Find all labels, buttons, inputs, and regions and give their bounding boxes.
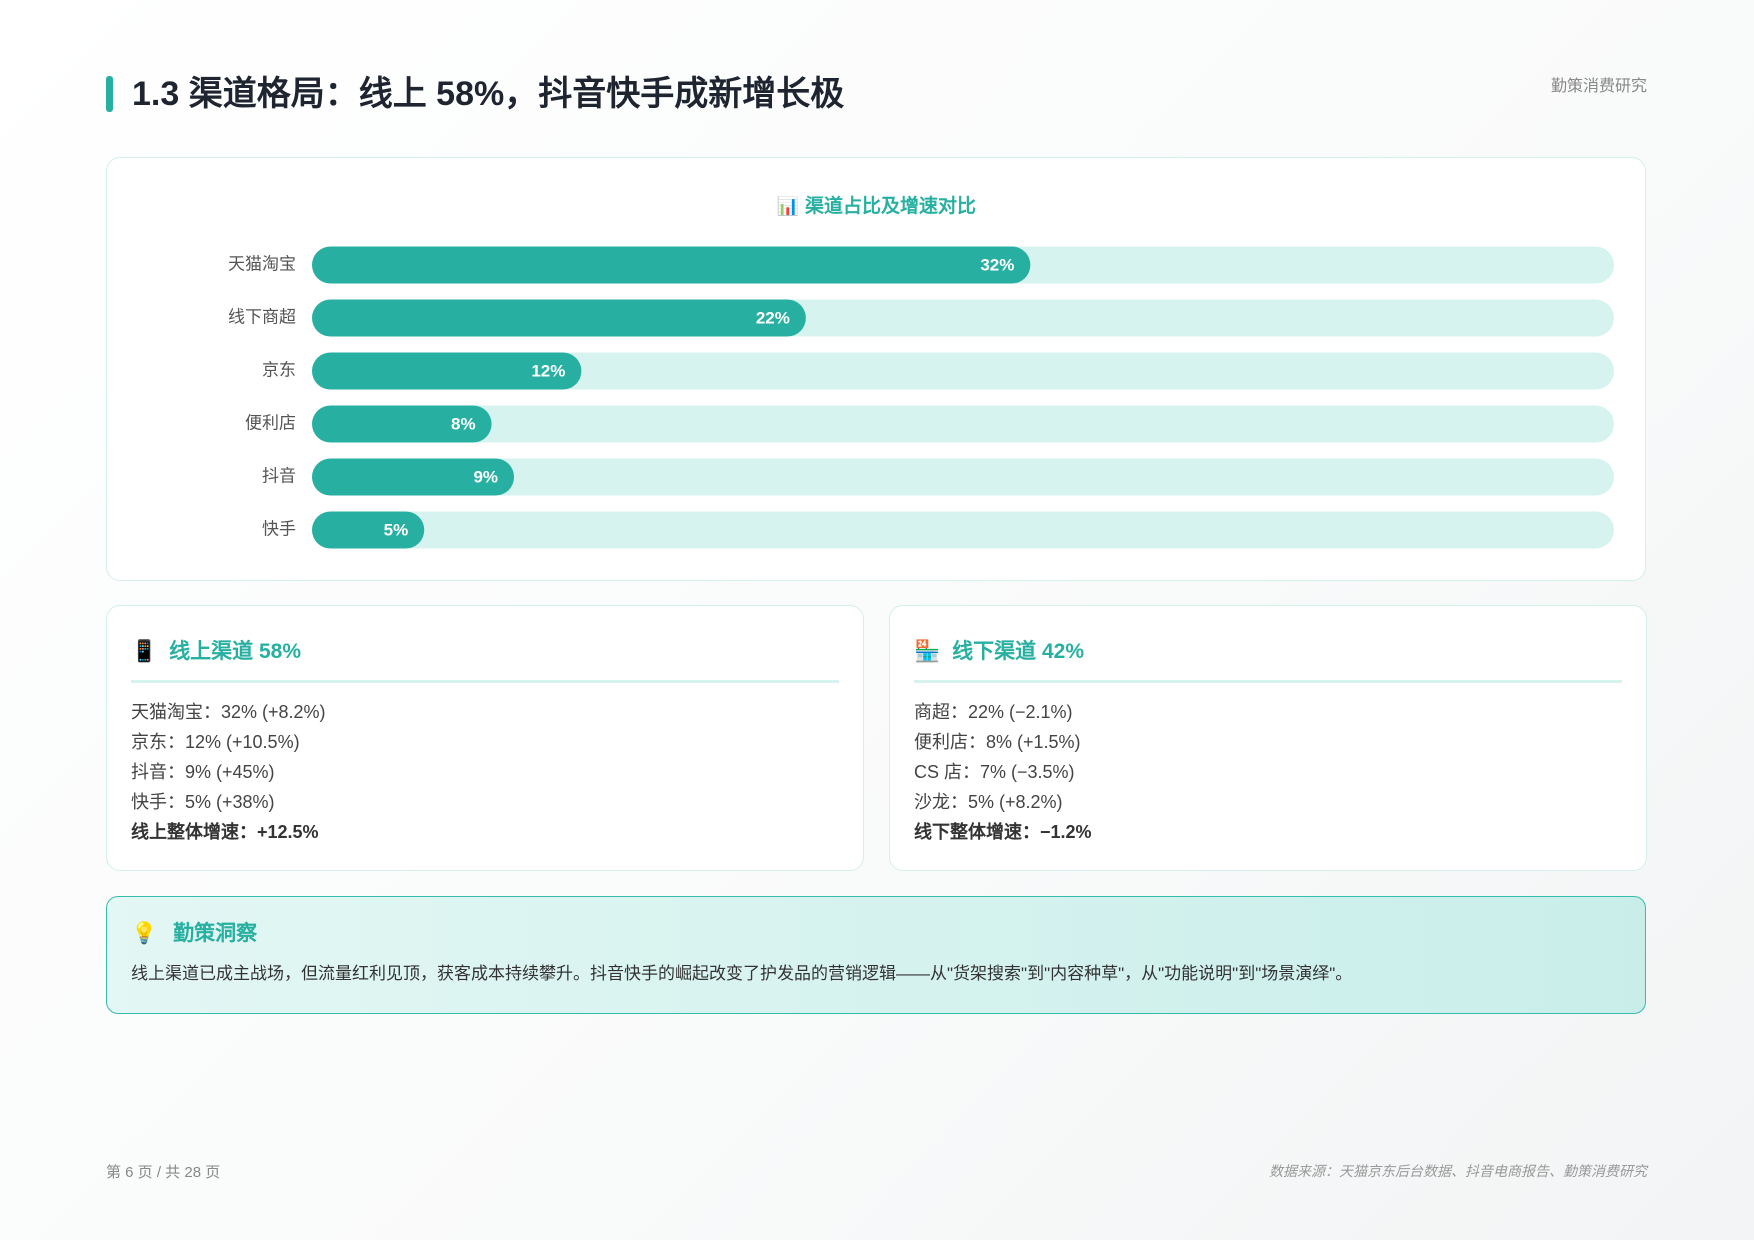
page-number: 第 6 页 / 共 28 页 xyxy=(106,1164,221,1181)
insight-title: 勤策洞察 xyxy=(173,922,258,945)
brand: 勤策消费研究 xyxy=(1550,78,1647,95)
card-item: 京东：12% (+10.5%) xyxy=(131,732,300,752)
card-title: 线上渠道 58% xyxy=(169,640,302,663)
insight-icon: 💡 xyxy=(131,922,158,945)
insight-box: 💡 勤策洞察 线上渠道已成主战场，但流量红利见顶，获客成本持续攀升。抖音快手的崛起… xyxy=(106,896,1646,1014)
page-title: 1.3 渠道格局：线上 58%，抖音快手成新增长极 xyxy=(132,75,845,113)
y-tick-label: 抖音 xyxy=(262,466,296,485)
divider xyxy=(914,680,1622,683)
bar xyxy=(312,352,582,390)
card-icon: 📱 xyxy=(131,640,158,663)
bar-track xyxy=(312,458,1614,496)
y-tick-label: 便利店 xyxy=(245,413,296,432)
value-label: 9% xyxy=(473,467,498,486)
title-accent xyxy=(106,76,113,112)
card-summary: 线上整体增速：+12.5% xyxy=(131,822,319,842)
card-item: CS 店：7% (−3.5%) xyxy=(914,762,1075,782)
value-label: 5% xyxy=(384,520,409,539)
card-item: 抖音：9% (+45%) xyxy=(131,762,275,782)
card-title: 线下渠道 42% xyxy=(952,640,1085,663)
y-tick-label: 天猫淘宝 xyxy=(228,254,296,273)
bar-track xyxy=(312,511,1614,549)
online-card: 📱 线上渠道 58% 天猫淘宝：32% (+8.2%) 京东：12% (+10.5… xyxy=(106,605,864,871)
y-tick-label: 快手 xyxy=(262,519,296,538)
offline-card: 🏪 线下渠道 42% 商超：22% (−2.1%) 便利店：8% (+1.5%) … xyxy=(889,605,1647,871)
bar xyxy=(312,299,806,337)
chart-card: 📊 渠道占比及增速对比 天猫淘宝 32% 线下商超 22% 京东 12% 便利店 8% 抖音 9%… xyxy=(106,157,1646,581)
bar xyxy=(312,246,1031,284)
chart: 📊 渠道占比及增速对比 天猫淘宝 32% 线下商超 22% 京东 12% 便利店 8% 抖音 9%… xyxy=(228,194,1614,549)
value-label: 8% xyxy=(451,414,476,433)
card-item: 商超：22% (−2.1%) xyxy=(914,702,1073,722)
bar-track xyxy=(312,405,1614,443)
card-heading: 🏪 线下渠道 42% xyxy=(914,636,1622,668)
card-heading: 📱 线上渠道 58% xyxy=(131,636,839,668)
y-tick-label: 京东 xyxy=(262,360,296,379)
value-label: 22% xyxy=(756,308,790,327)
bar-track xyxy=(312,352,1614,390)
card-item: 沙龙：5% (+8.2%) xyxy=(914,792,1063,812)
source-note: 数据来源：天猫京东后台数据、抖音电商报告、勤策消费研究 xyxy=(1269,1163,1647,1179)
card-item: 天猫淘宝：32% (+8.2%) xyxy=(131,702,326,722)
insight-text: 线上渠道已成主战场，但流量红利见顶，获客成本持续攀升。抖音快手的崛起改变了护发品… xyxy=(131,964,1353,983)
card-summary: 线下整体增速：−1.2% xyxy=(914,822,1092,842)
insight-heading: 💡 勤策洞察 xyxy=(131,919,1621,949)
divider xyxy=(131,680,839,683)
chart-icon: 📊 xyxy=(777,195,799,216)
card-icon: 🏪 xyxy=(914,640,941,663)
card-item: 快手：5% (+38%) xyxy=(131,792,275,812)
bar xyxy=(312,405,492,443)
bar xyxy=(312,511,425,549)
chart-title: 渠道占比及增速对比 xyxy=(805,194,976,217)
value-label: 32% xyxy=(980,255,1014,274)
value-label: 12% xyxy=(531,361,565,380)
card-item: 便利店：8% (+1.5%) xyxy=(914,732,1081,752)
bar xyxy=(312,458,515,496)
y-tick-label: 线下商超 xyxy=(228,307,296,326)
